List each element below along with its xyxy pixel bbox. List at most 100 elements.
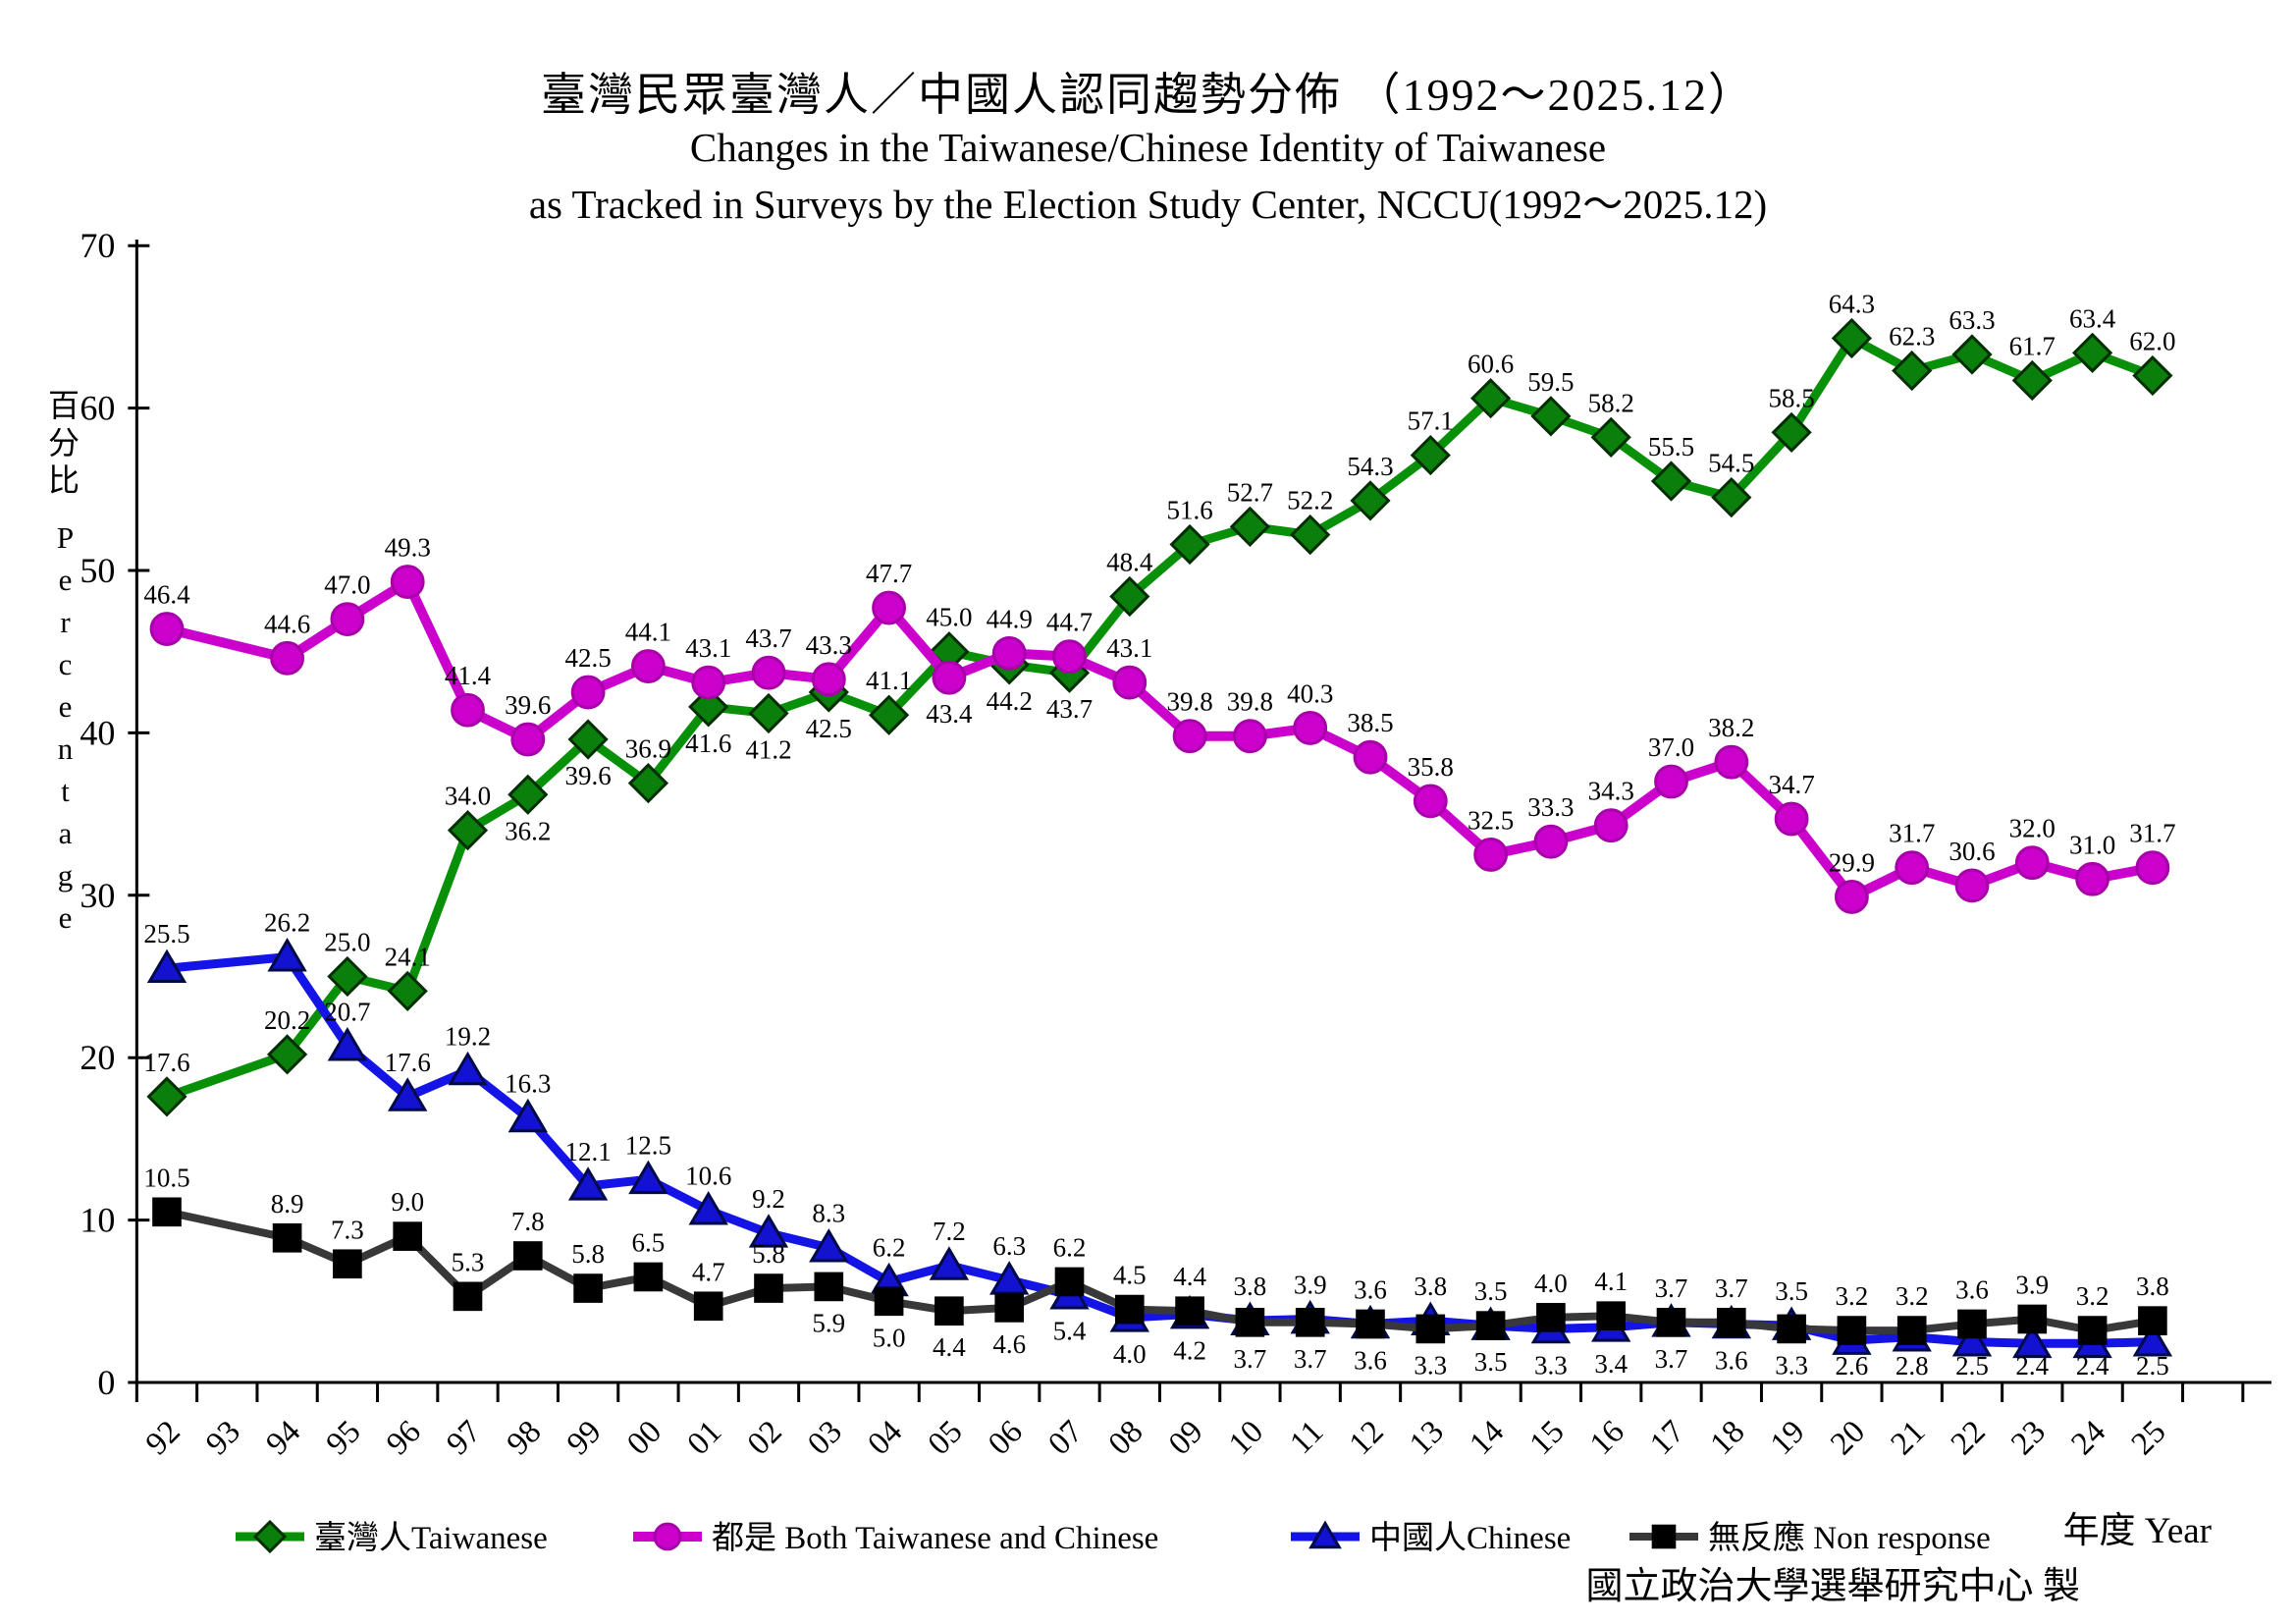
nonresponse-value-label: 3.7 [1294,1344,1327,1374]
taiwanese-marker [1169,523,1210,566]
taiwanese-marker [507,774,549,815]
both-value-label: 43.4 [926,699,973,729]
taiwanese-marker [1590,416,1631,458]
nonresponse-value-label: 3.2 [2076,1281,2109,1311]
series-taiwanese [146,317,2173,1117]
taiwanese-marker [1711,476,1752,518]
chinese-value-label: 3.6 [1715,1345,1748,1375]
chinese-marker [146,948,187,984]
chinese-value-label: 3.4 [1594,1349,1628,1379]
both-marker [1533,824,1569,859]
taiwanese-value-label: 63.4 [2069,303,2116,333]
nonresponse-marker [272,1222,302,1253]
taiwanese-value-label: 64.3 [1829,289,1875,318]
nonresponse-marker [1777,1314,1806,1344]
taiwanese-marker [1350,480,1391,521]
nonresponse-value-label: 5.9 [812,1308,845,1337]
chinese-marker [688,1191,728,1225]
x-tick-label: 14 [1463,1414,1511,1462]
x-tick-label: 17 [1643,1414,1691,1462]
axes [128,240,2271,1402]
nonresponse-value-label: 5.3 [452,1247,485,1276]
chinese-value-label: 2.4 [2015,1351,2049,1380]
both-value-label: 32.5 [1468,805,1514,835]
chinese-value-label: 20.7 [324,998,370,1027]
nonresponse-value-label: 3.2 [1836,1281,1869,1311]
x-tick-label: 04 [861,1414,909,1462]
both-marker [1232,719,1267,754]
taiwanese-value-label: 52.7 [1227,477,1273,507]
both-value-label: 47.0 [324,570,370,600]
nonresponse-value-label: 4.5 [1113,1261,1147,1290]
chinese-marker [748,1214,789,1248]
chart-title-en-line1: Changes in the Taiwanese/Chinese Identit… [689,125,1607,170]
nonresponse-value-label: 9.0 [391,1187,424,1217]
chinese-value-label: 2.4 [2076,1351,2109,1380]
nonresponse-marker [1054,1267,1085,1297]
both-value-label: 43.7 [745,623,791,653]
chinese-value-label: 12.1 [564,1137,611,1166]
x-tick-label: 23 [2004,1414,2053,1462]
both-value-label: 38.2 [1708,713,1754,742]
taiwanese-value-label: 55.5 [1648,432,1694,461]
nonresponse-value-label: 8.9 [271,1189,304,1218]
taiwanese-marker [748,692,789,734]
y-axis-label-en: Percentage [48,520,82,943]
nonresponse-value-label: 3.6 [1354,1274,1387,1304]
x-tick-label: 94 [259,1414,307,1462]
x-tick-label: 07 [1041,1414,1090,1462]
taiwanese-value-label: 52.2 [1287,486,1333,515]
x-tick-label: 97 [440,1414,488,1462]
both-marker [570,675,606,710]
both-marker [330,602,365,637]
taiwanese-value-label: 41.1 [866,666,912,695]
both-value-label: 44.9 [987,604,1033,633]
y-tick-label: 20 [80,1038,115,1077]
taiwanese-marker [252,1519,288,1554]
x-tick-label: 02 [741,1414,789,1462]
both-marker [510,722,546,757]
legend: 臺灣人Taiwanese 都是 Both Taiwanese and Chines… [236,1519,1991,1556]
chinese-value-label: 26.2 [264,908,310,938]
both-value-label: 44.1 [625,618,671,647]
taiwanese-marker [1410,434,1451,476]
taiwanese-marker [447,810,489,851]
both-value-label: 43.1 [1106,633,1152,663]
nonresponse-value-label: 6.2 [1053,1232,1087,1262]
taiwanese-marker [1951,334,1993,375]
legend-item-chinese: 中國人Chinese [1291,1520,1571,1556]
taiwanese-value-label: 34.0 [445,782,491,811]
taiwanese-marker [387,970,428,1012]
legend-item-both: 都是 Both Taiwanese and Chinese [633,1521,1158,1556]
x-tick-label: 22 [1945,1414,1993,1462]
nonresponse-value-label: 4.7 [692,1257,725,1286]
x-tick-label: 95 [320,1414,368,1462]
chinese-value-label: 2.5 [2136,1351,2169,1380]
nonresponse-marker [1235,1307,1265,1337]
nonresponse-value-label: 6.5 [632,1227,666,1257]
chinese-value-label: 3.9 [1294,1270,1327,1299]
both-marker [390,565,425,599]
chinese-value-label: 5.4 [1053,1317,1087,1346]
taiwanese-marker [567,719,609,760]
both-value-label: 47.7 [866,559,912,588]
y-tick-labels: 0 10 20 30 40 50 60 70 [80,226,115,1402]
nonresponse-marker [152,1197,182,1227]
both-value-label: 30.6 [1949,837,1995,866]
nonresponse-value-label: 7.8 [511,1207,545,1236]
nonresponse-value-label: 3.9 [2015,1270,2049,1299]
x-tick-label: 16 [1583,1414,1631,1462]
nonresponse-marker [1837,1316,1867,1345]
nonresponse-value-label: 3.7 [1655,1273,1688,1303]
taiwanese-value-label: 60.6 [1468,350,1514,379]
y-axis-label-zh: 百分比 [44,389,80,501]
nonresponse-marker [754,1273,783,1303]
nonresponse-marker [934,1296,964,1326]
nonresponse-marker [1651,1524,1677,1549]
chinese-value-label: 2.6 [1836,1351,1869,1380]
both-value-label: 43.3 [806,630,852,660]
x-tick-label: 09 [1162,1414,1210,1462]
nonresponse-value-label: 4.6 [992,1329,1026,1359]
both-value-label: 46.4 [143,580,190,610]
x-tick-label: 12 [1343,1414,1391,1462]
